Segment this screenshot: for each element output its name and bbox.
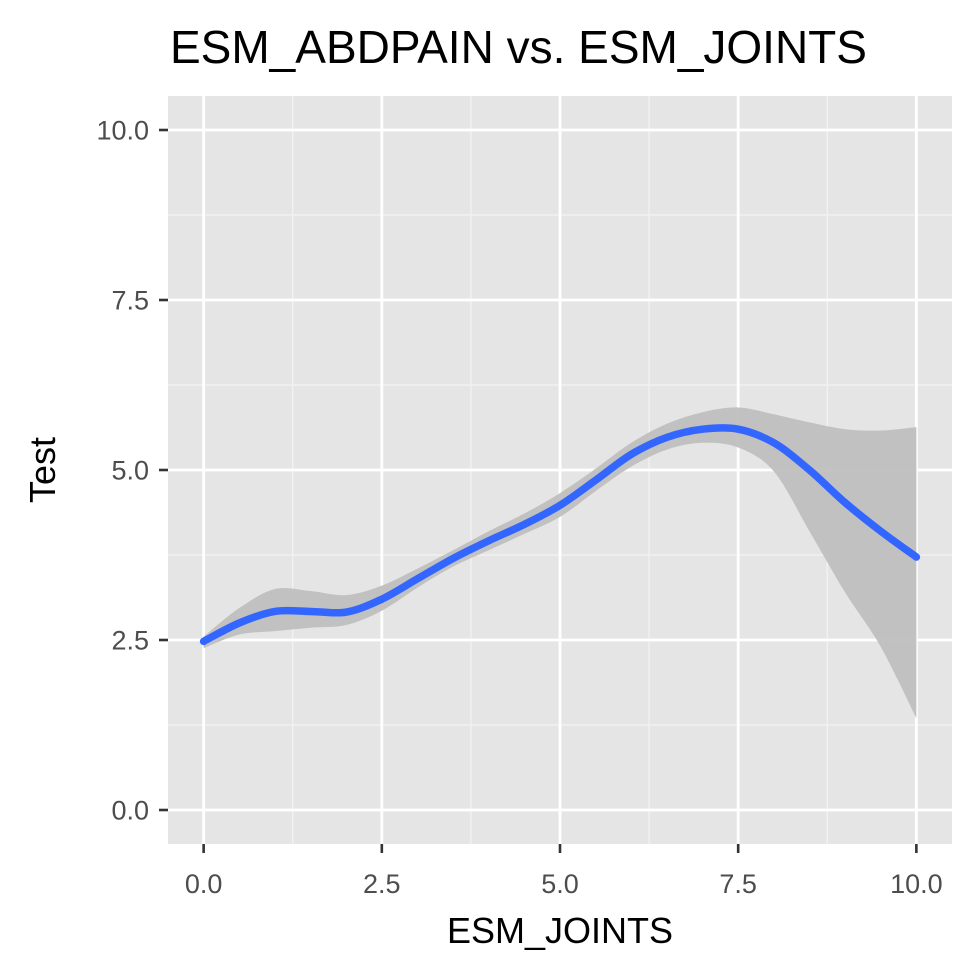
y-axis-title: Test <box>22 437 63 503</box>
y-tick-label: 2.5 <box>111 626 149 656</box>
gridlines <box>168 96 952 844</box>
y-tick-label: 0.0 <box>111 796 149 826</box>
x-tick-label: 10.0 <box>890 869 943 899</box>
x-tick-label: 0.0 <box>185 869 223 899</box>
confidence-band <box>203 407 917 719</box>
chart-title: ESM_ABDPAIN vs. ESM_JOINTS <box>170 21 867 73</box>
x-tick-label: 5.0 <box>541 869 579 899</box>
y-tick-label: 7.5 <box>111 286 149 316</box>
smooth-line <box>199 424 921 646</box>
x-tick-label: 7.5 <box>719 869 757 899</box>
x-tick-label: 2.5 <box>363 869 401 899</box>
x-axis-title: ESM_JOINTS <box>447 910 673 951</box>
smooth-line-group <box>199 424 921 646</box>
confidence-band-group <box>203 407 917 719</box>
y-tick-label: 10.0 <box>96 116 149 146</box>
axes: 0.0 2.5 5.0 7.5 10.0 0.0 2.5 5.0 7.5 10.0 <box>96 116 942 900</box>
y-tick-label: 5.0 <box>111 456 149 486</box>
